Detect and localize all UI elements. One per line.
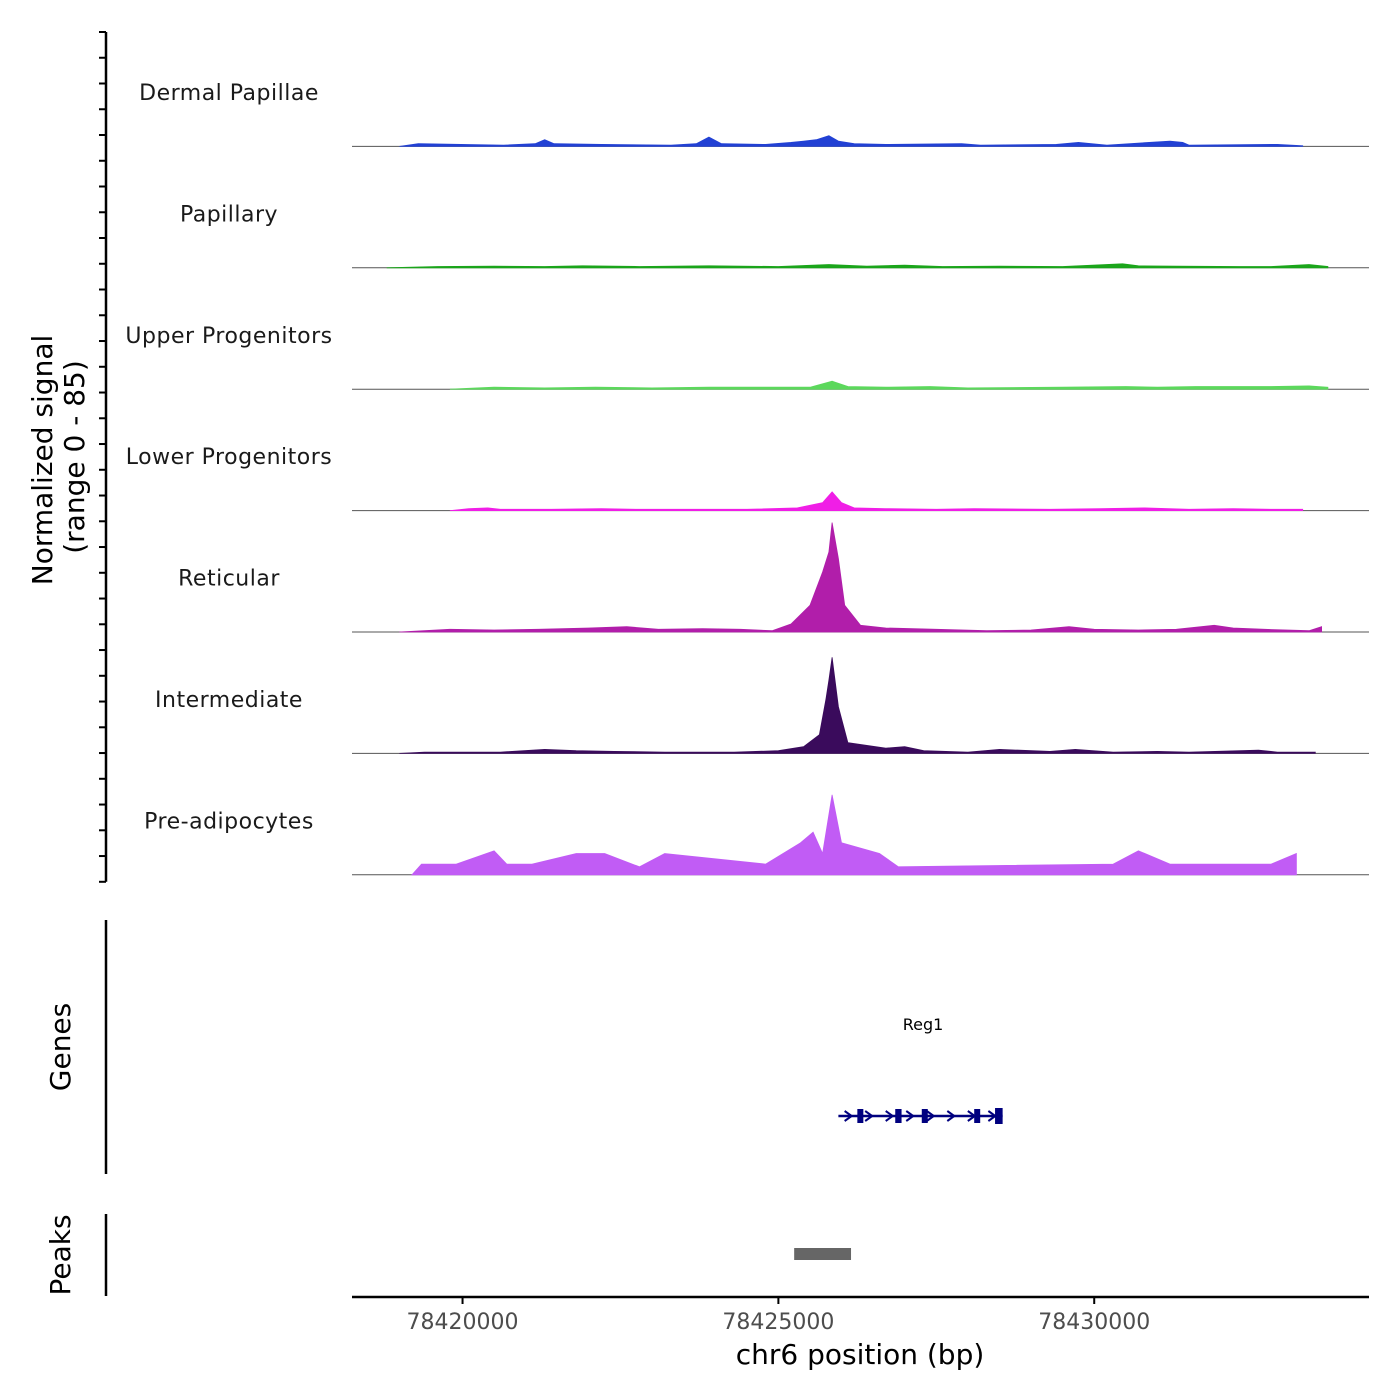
track-lower-progenitors: Lower Progenitors (126, 445, 1369, 512)
gene-track: Reg1 (838, 1015, 1003, 1124)
track-label: Papillary (180, 202, 278, 227)
peaks-track-title: Peaks (44, 1214, 77, 1295)
track-signal-area (399, 135, 1304, 147)
x-tick-label: 78425000 (722, 1310, 834, 1335)
track-upper-progenitors: Upper Progenitors (125, 324, 1369, 390)
track-label: Lower Progenitors (126, 445, 332, 470)
track-papillary: Papillary (180, 202, 1369, 269)
x-tick-label: 78420000 (407, 1310, 519, 1335)
genes-track-title: Genes (44, 1003, 77, 1091)
signal-axis (99, 31, 108, 883)
track-signal-area (449, 380, 1329, 390)
gene-strand-arrow (885, 1110, 895, 1122)
track-signal-area (449, 491, 1304, 511)
x-tick-label: 78430000 (1038, 1310, 1150, 1335)
track-label: Pre-adipocytes (144, 809, 314, 834)
track-intermediate: Intermediate (155, 657, 1369, 754)
track-pre-adipocytes: Pre-adipocytes (144, 794, 1369, 876)
track-signal-area (386, 263, 1329, 269)
gene-exon (974, 1109, 981, 1123)
gene-exon (921, 1109, 928, 1123)
gene-strand-arrow (926, 1110, 936, 1122)
y-axis-range: (range 0 - 85) (58, 360, 91, 554)
gene-strand-arrow (905, 1110, 915, 1122)
track-signal-area (399, 657, 1316, 754)
track-reticular: Reticular (178, 522, 1369, 633)
peak-region (794, 1248, 852, 1260)
peak-track (794, 1248, 852, 1260)
gene-strand-arrow (864, 1110, 874, 1122)
x-axis-title: chr6 position (bp) (736, 1338, 985, 1371)
track-signal-area (411, 794, 1297, 876)
gene-strand-arrow (946, 1110, 957, 1122)
track-signal-area (399, 522, 1322, 633)
gene-exon (895, 1109, 902, 1123)
gene-exon (857, 1109, 864, 1123)
gene-label: Reg1 (903, 1015, 944, 1034)
track-label: Upper Progenitors (125, 324, 332, 349)
track-label: Intermediate (155, 688, 303, 713)
gene-exon (995, 1108, 1003, 1124)
y-axis-title: Normalized signal (26, 335, 59, 586)
track-dermal-papillae: Dermal Papillae (139, 81, 1369, 147)
x-axis-ticks: 78420000 78425000 78430000 (407, 1297, 1150, 1335)
track-label: Dermal Papillae (139, 81, 319, 106)
gene-strand-arrow (844, 1110, 854, 1122)
coverage-tracks: Dermal Papillae Papillary Upper Progenitor… (125, 81, 1369, 876)
track-label: Reticular (178, 567, 280, 592)
